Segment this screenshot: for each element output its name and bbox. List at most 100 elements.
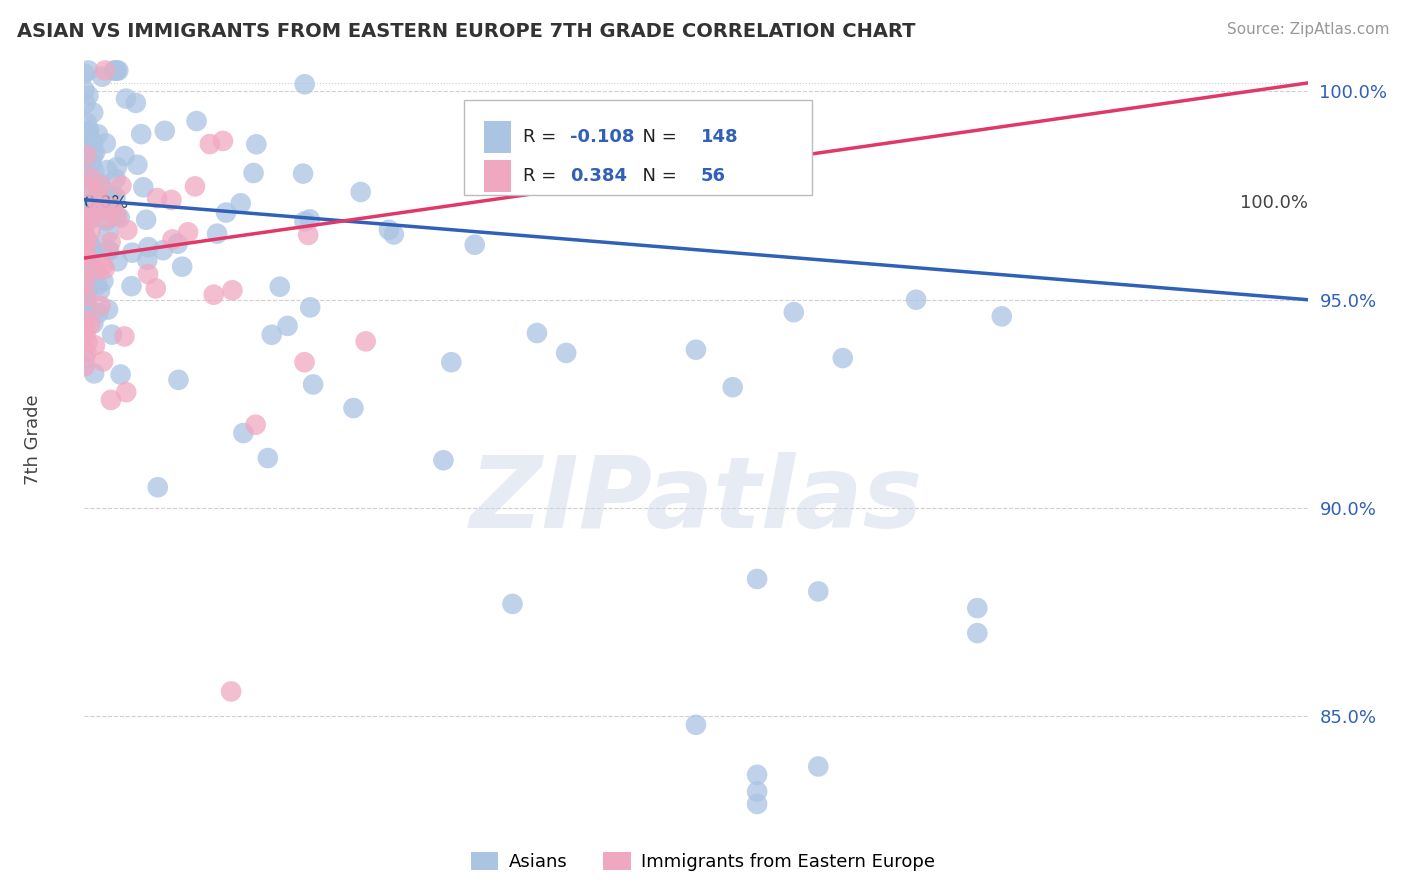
Point [302, 377, 325, 392]
Text: R =: R = [523, 128, 562, 146]
Point [966, 626, 988, 640]
FancyBboxPatch shape [484, 121, 512, 153]
Point [73, 83, 96, 97]
Point [98, 244, 121, 258]
Point [100, 392, 122, 407]
Point [86, 278, 108, 293]
Point [100, 235, 122, 249]
Text: Source: ZipAtlas.com: Source: ZipAtlas.com [1226, 22, 1389, 37]
Point [76, 335, 98, 350]
Point [294, 214, 316, 228]
Point [101, 189, 124, 203]
Point [115, 92, 138, 106]
Point [76, 125, 98, 139]
Point [73, 246, 96, 260]
Point [186, 114, 208, 128]
Point [89, 177, 111, 191]
Text: N =: N = [631, 128, 683, 146]
Point [104, 172, 127, 186]
Point [260, 327, 283, 342]
Point [75, 313, 97, 327]
Point [184, 179, 207, 194]
Point [79, 170, 101, 185]
Point [91, 258, 114, 272]
Point [298, 212, 321, 227]
Point [177, 225, 200, 239]
Point [110, 178, 132, 193]
Point [79, 210, 101, 224]
Point [342, 401, 364, 415]
Point [75, 230, 97, 244]
Point [84, 145, 107, 160]
Text: ZIPatlas: ZIPatlas [470, 452, 922, 549]
Point [73, 173, 96, 187]
Point [90, 299, 112, 313]
Point [747, 784, 769, 798]
Point [77, 280, 100, 294]
Point [75, 148, 97, 162]
Point [73, 359, 96, 374]
Point [107, 63, 129, 78]
Point [75, 96, 97, 111]
Point [75, 327, 97, 342]
Point [136, 267, 159, 281]
Point [83, 367, 105, 381]
Point [127, 158, 149, 172]
Text: 7th Grade: 7th Grade [24, 394, 42, 484]
Point [831, 351, 853, 365]
Point [96, 212, 118, 227]
Point [245, 137, 267, 152]
Point [86, 194, 108, 209]
Point [101, 201, 124, 215]
Point [89, 284, 111, 298]
Point [86, 262, 108, 277]
Text: 56: 56 [700, 167, 725, 185]
Point [82, 136, 104, 150]
Point [73, 275, 96, 289]
Point [807, 584, 830, 599]
Point [219, 684, 242, 698]
Point [114, 149, 136, 163]
Point [75, 247, 97, 261]
Point [526, 326, 548, 340]
Point [440, 355, 463, 369]
Point [76, 299, 98, 313]
Point [91, 70, 114, 84]
FancyBboxPatch shape [464, 100, 813, 195]
Point [205, 227, 228, 241]
Text: N =: N = [631, 167, 689, 185]
Point [105, 160, 128, 174]
Point [77, 63, 100, 78]
Point [73, 311, 96, 326]
Point [555, 346, 578, 360]
Point [202, 287, 225, 301]
Point [79, 317, 101, 331]
Point [101, 201, 124, 215]
Point [104, 208, 127, 222]
Point [432, 453, 454, 467]
Point [93, 274, 115, 288]
Point [145, 281, 167, 295]
Point [79, 169, 101, 183]
Point [101, 189, 124, 203]
Point [146, 480, 169, 494]
Point [115, 385, 138, 400]
Point [294, 355, 316, 369]
Point [269, 279, 291, 293]
Point [87, 196, 110, 211]
Point [121, 245, 143, 260]
Point [783, 305, 806, 319]
Point [84, 265, 107, 279]
Point [79, 169, 101, 184]
Point [80, 201, 103, 215]
Point [464, 237, 486, 252]
Point [83, 207, 105, 221]
Point [108, 211, 131, 225]
Point [297, 227, 319, 242]
Point [97, 243, 120, 257]
Point [75, 293, 97, 308]
Point [76, 198, 98, 212]
Point [75, 192, 97, 206]
Point [685, 718, 707, 732]
Point [75, 248, 97, 262]
